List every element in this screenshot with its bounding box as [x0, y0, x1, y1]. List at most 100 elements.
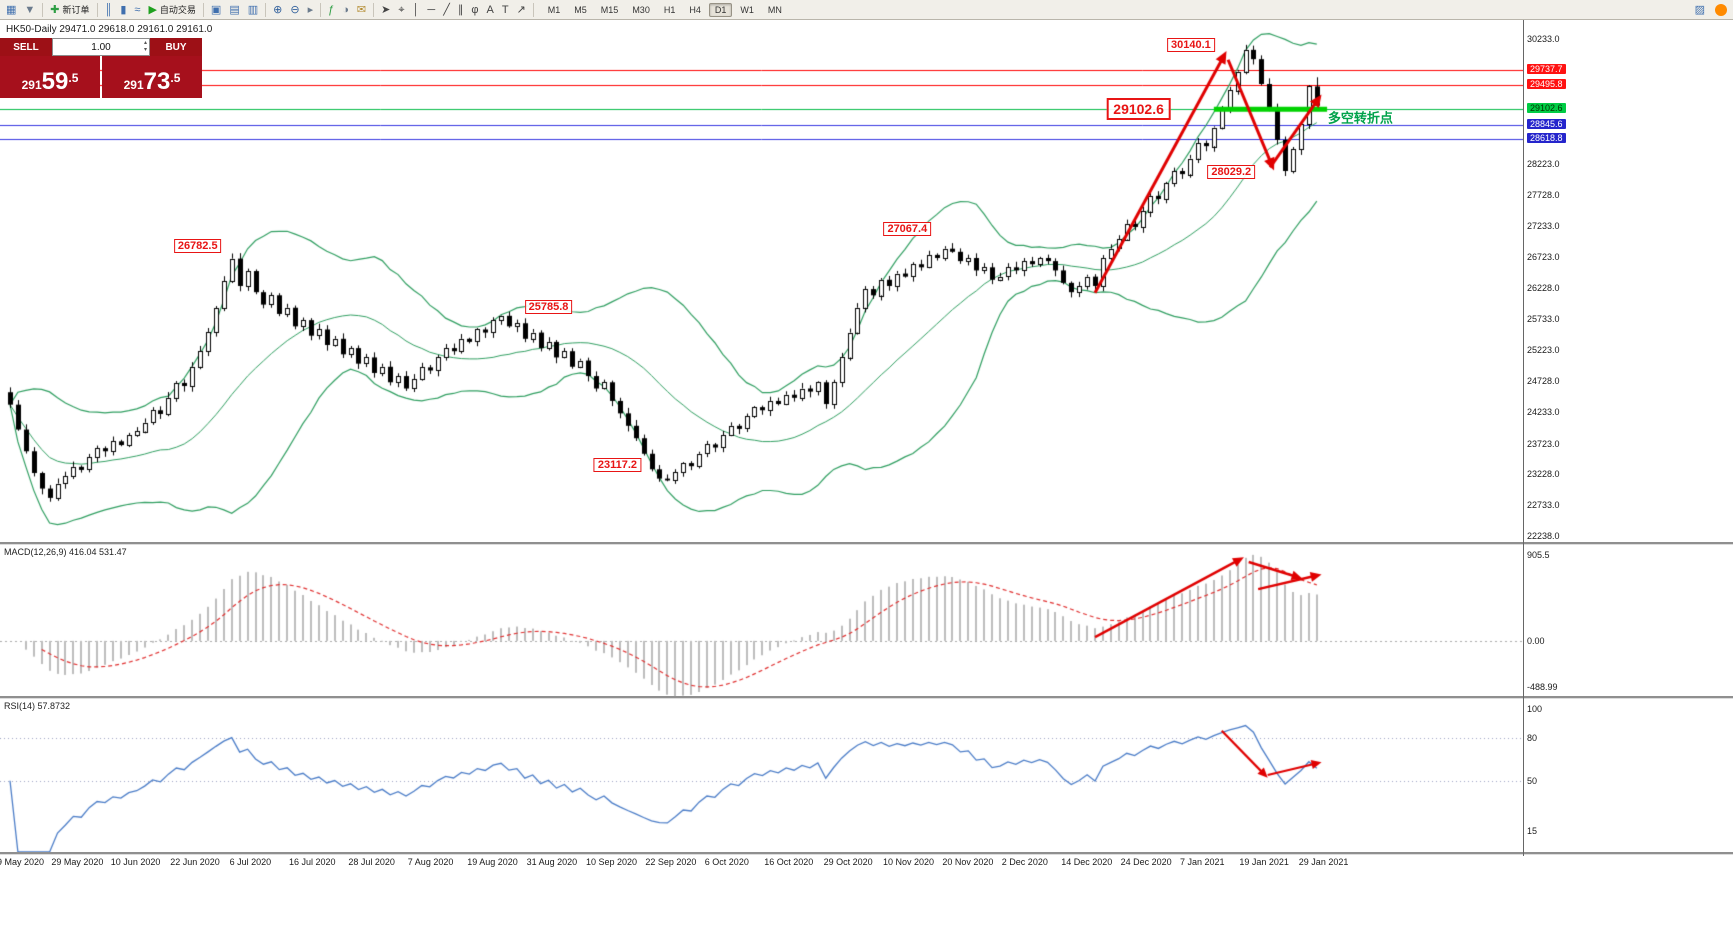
price-tick: 25223.0	[1527, 345, 1560, 356]
new-chart-icon-glyph: ▦	[6, 3, 17, 16]
text-label-icon-glyph: T	[501, 3, 509, 16]
time-axis-label: 10 Jun 2020	[110, 857, 161, 867]
cascade-windows-icon[interactable]: ▤	[226, 1, 242, 19]
tile-windows-icon[interactable]: ▣	[208, 1, 224, 19]
chat-icon-glyph: ▨	[1694, 3, 1705, 16]
sell-button[interactable]: SELL	[0, 38, 52, 56]
time-axis-label: 16 Oct 2020	[764, 857, 814, 867]
new-chart-icon[interactable]: ▦	[3, 1, 19, 19]
chart-ohlc-label: HK50-Daily 29471.0 29618.0 29161.0 29161…	[6, 24, 213, 35]
chart-shift-icon[interactable]: ▸	[305, 1, 317, 19]
chat-icon[interactable]: ▨	[1692, 1, 1708, 19]
volume-input[interactable]: 1.00 ▴ ▾	[52, 38, 150, 56]
price-tick: 27233.0	[1527, 220, 1560, 231]
rsi-tick: 100	[1527, 704, 1543, 715]
price-tick: 27728.0	[1527, 189, 1560, 200]
price-axis-border	[1523, 20, 1524, 856]
bar-chart-icon-glyph: ║	[104, 3, 113, 16]
time-axis-label: 19 Aug 2020	[467, 857, 518, 867]
spinner-up-icon[interactable]: ▴	[143, 40, 147, 46]
arrange-horizontal-icon-glyph: ▥	[247, 3, 259, 16]
price-line-label: 29737.7	[1527, 63, 1566, 74]
rsi-tick: 15	[1527, 825, 1538, 836]
bid-suffix: .5	[68, 71, 79, 85]
profiles-icon[interactable]: ▼	[21, 1, 38, 19]
timeframe-group: M1 M5 M15 M30 H1 H4 D1 W1 MN	[541, 2, 789, 17]
arrange-horizontal-icon[interactable]: ▥	[245, 1, 261, 19]
trendline-icon-glyph: ╱	[443, 3, 450, 16]
tab-timeframe-h4[interactable]: H4	[689, 4, 701, 15]
fibonacci-icon-glyph: φ	[471, 3, 479, 16]
sell-price-button[interactable]: 291 59.5	[0, 56, 100, 98]
toolbar-separator	[202, 2, 204, 17]
fibonacci-icon[interactable]: φ	[468, 1, 481, 19]
price-chart-canvas[interactable]	[0, 20, 1523, 542]
zoom-out-icon-glyph: ⊖	[290, 3, 300, 16]
candlestick-chart-icon[interactable]: ▮	[117, 1, 129, 19]
candlestick-chart-icon-glyph: ▮	[120, 3, 127, 16]
new-order-button[interactable]: ✚ 新订单	[47, 1, 92, 19]
price-scale[interactable]: 30233.0 28223.0 27728.0 27233.0 26723.0 26228…	[1524, 0, 1732, 941]
tab-timeframe-h1[interactable]: H1	[663, 4, 676, 15]
cursor-icon[interactable]: ➤	[378, 1, 393, 19]
zoom-in-icon-glyph: ⊕	[273, 3, 283, 16]
new-order-button-label: 新订单	[62, 5, 90, 15]
crosshair-icon[interactable]: ⌖	[395, 1, 407, 19]
periods-icon[interactable]: ◑	[339, 1, 352, 19]
tab-timeframe-mn[interactable]: MN	[767, 4, 782, 15]
toolbar-separator	[96, 2, 98, 17]
text-label-icon[interactable]: T	[499, 1, 512, 19]
text-icon[interactable]: A	[483, 1, 496, 19]
price-tick: 23228.0	[1527, 469, 1560, 480]
zoom-in-icon[interactable]: ⊕	[270, 1, 285, 19]
zoom-out-icon[interactable]: ⊖	[287, 1, 302, 19]
buy-price-button[interactable]: 291 73.5	[102, 56, 202, 98]
horizontal-line-icon[interactable]: ─	[424, 1, 438, 19]
vertical-line-icon[interactable]: │	[410, 1, 423, 19]
indicators-icon[interactable]: ƒ	[325, 1, 337, 19]
spinner-down-icon[interactable]: ▾	[143, 47, 147, 53]
toolbar-icons: ▦ ▼ ✚ 新订单 ║ ▮ ≈ ▶ 自动交易 ▣ ▤ ▥ ⊕ ⊖ ▸ ƒ ◑ ✉ ➤ ⌖ │ ─ ╱ ∥ φ A T ↗	[2, 1, 537, 19]
tab-timeframe-m5[interactable]: M5	[574, 4, 587, 15]
price-tick: 23723.0	[1527, 438, 1560, 449]
volume-spinner[interactable]: ▴ ▾	[144, 40, 147, 54]
bar-chart-icon[interactable]: ║	[102, 1, 116, 19]
panel-separator[interactable]	[0, 696, 1733, 699]
macd-canvas[interactable]	[0, 544, 1523, 696]
trendline-icon[interactable]: ╱	[440, 1, 453, 19]
templates-icon[interactable]: ✉	[354, 1, 369, 19]
text-icon-glyph: A	[486, 3, 494, 16]
bid-big-digits: 59	[41, 68, 69, 95]
price-line-label: 28618.8	[1527, 133, 1566, 144]
panel-separator[interactable]	[0, 852, 1733, 855]
one-click-trading-panel: SELL 1.00 ▴ ▾ BUY 291 59.5 291 73.5	[0, 38, 202, 98]
price-tick: 26228.0	[1527, 282, 1560, 293]
price-tick: 24728.0	[1527, 376, 1560, 387]
panel-separator[interactable]	[0, 542, 1733, 545]
macd-tick: -488.99	[1527, 682, 1558, 693]
arrows-tool-icon[interactable]: ↗	[514, 1, 529, 19]
time-axis-label: 22 Sep 2020	[645, 857, 697, 867]
arrows-tool-icon-glyph: ↗	[516, 3, 526, 16]
tab-timeframe-m15[interactable]: M15	[600, 4, 619, 15]
time-axis-label: 6 Oct 2020	[704, 857, 749, 867]
time-axis[interactable]: 19 May 2020 29 May 2020 10 Jun 2020 22 Jun …	[0, 856, 1523, 870]
time-axis-label: 31 Aug 2020	[526, 857, 578, 867]
chart-shift-icon-glyph: ▸	[307, 3, 314, 16]
horizontal-line-icon-glyph: ─	[427, 3, 436, 16]
autotrade-button[interactable]: ▶ 自动交易	[145, 1, 198, 19]
tab-timeframe-w1[interactable]: W1	[740, 4, 754, 15]
rsi-canvas[interactable]	[0, 698, 1523, 852]
autotrade-button-glyph: ▶	[148, 3, 157, 16]
tab-timeframe-m1[interactable]: M1	[547, 4, 561, 15]
notification-badge[interactable]	[1715, 3, 1727, 16]
time-axis-label: 29 Jan 2021	[1298, 857, 1349, 867]
tab-timeframe-m30[interactable]: M30	[632, 4, 650, 15]
channel-icon[interactable]: ∥	[455, 1, 467, 19]
line-chart-icon[interactable]: ≈	[131, 1, 143, 19]
tab-timeframe-d1[interactable]: D1	[708, 2, 733, 17]
rsi-indicator-label: RSI(14) 57.8732	[4, 701, 71, 711]
toolbar-right: ▨	[1691, 1, 1727, 19]
buy-button[interactable]: BUY	[150, 38, 202, 56]
